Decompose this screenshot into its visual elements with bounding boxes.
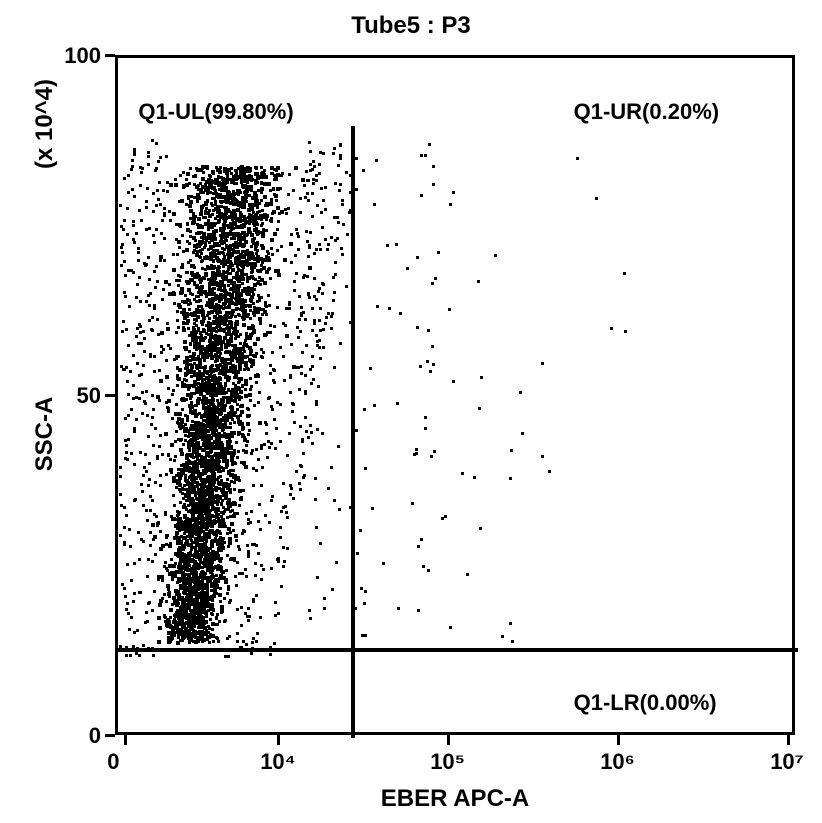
- x-tick-label: 0: [107, 749, 119, 775]
- plot-area: Q1-UL(99.80%) Q1-UR(0.20%) Q1-LR(0.00%): [115, 55, 795, 735]
- y-axis-label: SSC-A: [31, 374, 59, 494]
- x-tick: [447, 735, 450, 745]
- y-tick: [105, 734, 115, 737]
- x-tick: [124, 735, 127, 745]
- quadrant-hline: [118, 648, 798, 652]
- x-tick: [617, 735, 620, 745]
- y-tick: [105, 394, 115, 397]
- x-tick: [277, 735, 280, 745]
- y-axis-scale-label: (x 10^4): [31, 74, 59, 174]
- x-tick-label: 10⁷: [770, 749, 804, 775]
- quadrant-vline: [351, 126, 355, 738]
- chart-title: Tube5 : P3: [0, 12, 822, 40]
- y-tick: [105, 54, 115, 57]
- x-tick-label: 10⁶: [600, 749, 635, 775]
- y-tick-label: 0: [89, 723, 101, 749]
- y-tick-label: 50: [77, 383, 101, 409]
- y-tick-label: 100: [64, 43, 101, 69]
- x-tick-label: 10⁴: [260, 749, 295, 775]
- x-tick: [787, 735, 790, 745]
- x-tick-label: 10⁵: [430, 749, 465, 775]
- x-axis-label: EBER APC-A: [115, 785, 795, 813]
- flow-cytometry-plot: Tube5 : P3 (x 10^4) SSC-A EBER APC-A Q1-…: [0, 0, 822, 823]
- quadrant-label: Q1-LR(0.00%): [574, 690, 717, 716]
- quadrant-label: Q1-UL(99.80%): [138, 99, 293, 125]
- quadrant-label: Q1-UR(0.20%): [574, 99, 719, 125]
